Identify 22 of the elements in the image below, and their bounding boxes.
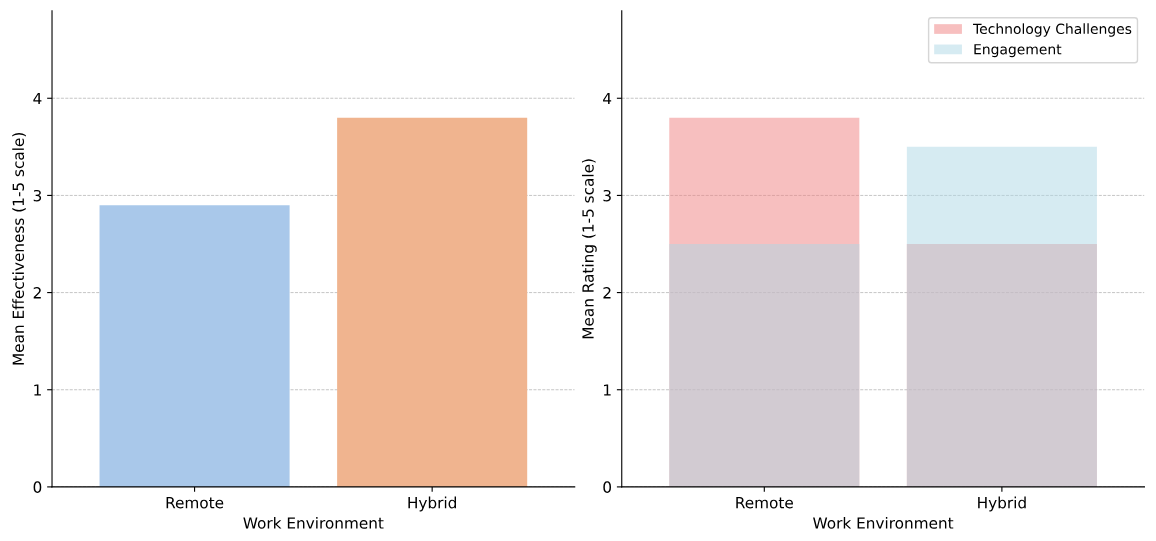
y-tick-label: 1	[34, 384, 41, 396]
bar	[906, 146, 1097, 487]
y-tick-label: 4	[33, 92, 42, 105]
y-tick-label: 2	[603, 287, 611, 299]
y-tick-label: 0	[33, 481, 42, 493]
x-axis-title: Work Environment	[813, 516, 954, 529]
y-tick-label: 2	[33, 287, 41, 299]
x-axis-title: Work Environment	[243, 516, 384, 529]
legend-label: Engagement	[974, 44, 1062, 58]
x-tick-label: Hybrid	[408, 496, 456, 512]
legend-label: Technology Challenges	[973, 23, 1132, 37]
y-tick-label: 1	[603, 384, 611, 396]
y-tick-label: 0	[603, 481, 612, 493]
x-tick-label: Remote	[166, 497, 224, 509]
bar	[669, 244, 860, 487]
y-tick-label: 4	[603, 92, 612, 105]
x-tick-label: Hybrid	[978, 496, 1026, 512]
y-tick-label: 3	[33, 189, 42, 202]
x-tick-label: Remote	[736, 497, 793, 509]
y-axis-title: Mean Rating (1-5 scale)	[581, 159, 597, 339]
y-tick-label: 3	[603, 189, 611, 202]
y-axis-title: Mean Effectiveness (1-5 scale)	[12, 133, 26, 365]
